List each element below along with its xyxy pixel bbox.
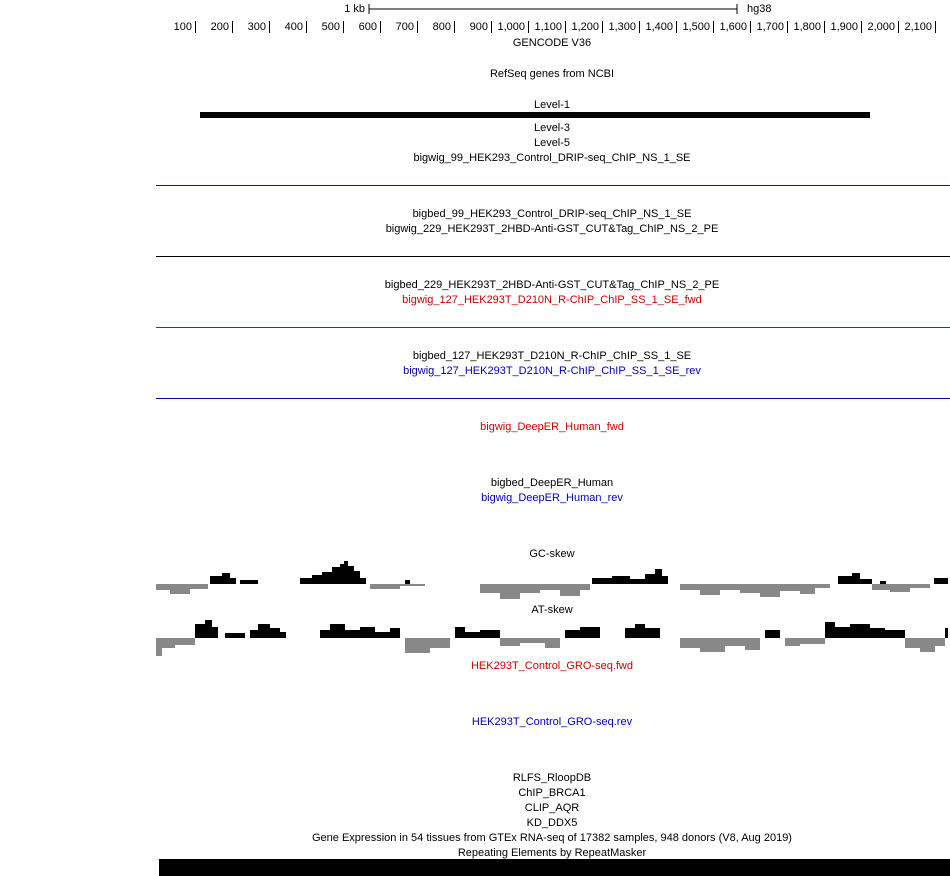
ruler-tick-label: 1,500 <box>682 21 710 33</box>
ruler-tick-label: 1,800 <box>793 21 821 33</box>
track-label: HEK293T_Control_GRO-seq.rev <box>472 716 633 728</box>
gc-skew-track <box>156 561 948 599</box>
track-label: bigbed_229_HEK293T_2HBD-Anti-GST_CUT&Tag… <box>385 279 719 291</box>
ruler-tick-label: 1,000 <box>497 21 525 33</box>
gene-bar <box>200 112 870 118</box>
track-label: bigbed_127_HEK293T_D210N_R-ChIP_ChIP_SS_… <box>413 350 691 362</box>
ruler-tick-label: 1,600 <box>719 21 747 33</box>
track-label: RefSeq genes from NCBI <box>490 68 614 80</box>
ruler-ticks: 100 200 300 400 500 600 700 800 900 1,000 1,100 1,2… <box>174 21 936 33</box>
ruler-tick-label: 700 <box>396 21 414 33</box>
track-label: Repeating Elements by RepeatMasker <box>458 847 647 859</box>
track-label: AT-skew <box>531 604 572 616</box>
ruler-tick-label: 1,700 <box>756 21 784 33</box>
track-label: bigwig_DeepER_Human_fwd <box>480 421 624 433</box>
ruler-tick-label: 300 <box>248 21 266 33</box>
track-label: bigwig_127_HEK293T_D210N_R-ChIP_ChIP_SS_… <box>403 365 701 377</box>
ruler-tick-label: 400 <box>285 21 303 33</box>
scale-label: 1 kb <box>344 3 365 15</box>
ruler-tick-label: 600 <box>359 21 377 33</box>
ruler-tick-label: 1,400 <box>645 21 673 33</box>
track-label: ChIP_BRCA1 <box>518 787 585 799</box>
ruler-tick-label: 1,900 <box>830 21 858 33</box>
track-label: Level-1 <box>534 99 570 111</box>
track-label: Level-3 <box>534 122 570 134</box>
ruler-tick-label: 2,100 <box>904 21 932 33</box>
track-label: bigbed_99_HEK293_Control_DRIP-seq_ChIP_N… <box>413 208 692 220</box>
at-skew-track <box>156 620 948 656</box>
track-label: GENCODE V36 <box>513 37 591 49</box>
track-labels: GENCODE V36 RefSeq genes from NCBI Level-1… <box>312 37 792 859</box>
ruler-tick-label: 500 <box>322 21 340 33</box>
ruler-tick-label: 100 <box>174 21 192 33</box>
track-label: bigwig_DeepER_Human_rev <box>481 492 623 504</box>
track-label: RLFS_RloopDB <box>513 772 591 784</box>
track-label: Level-5 <box>534 137 570 149</box>
track-label: HEK293T_Control_GRO-seq.fwd <box>471 660 633 672</box>
track-label: Gene Expression in 54 tissues from GTEx … <box>312 832 792 844</box>
ruler-tick-label: 1,300 <box>608 21 636 33</box>
ruler-tick-label: 2,000 <box>867 21 895 33</box>
track-label: CLIP_AQR <box>525 802 579 814</box>
ruler-tick-label: 1,200 <box>571 21 599 33</box>
track-label: GC-skew <box>529 548 574 560</box>
ruler-tick-label: 800 <box>433 21 451 33</box>
track-label: KD_DDX5 <box>527 817 578 829</box>
repeat-bar <box>159 859 950 876</box>
scale-bar <box>368 4 738 14</box>
ruler-tick-label: 900 <box>470 21 488 33</box>
track-label: bigwig_229_HEK293T_2HBD-Anti-GST_CUT&Tag… <box>386 223 719 235</box>
ruler-tick-label: 1,100 <box>534 21 562 33</box>
track-label: bigwig_127_HEK293T_D210N_R-ChIP_ChIP_SS_… <box>402 294 702 306</box>
track-label: bigbed_DeepER_Human <box>491 477 613 489</box>
track-label: bigwig_99_HEK293_Control_DRIP-seq_ChIP_N… <box>414 152 691 164</box>
ruler-tick-label: 200 <box>211 21 229 33</box>
assembly-label: hg38 <box>747 3 771 15</box>
